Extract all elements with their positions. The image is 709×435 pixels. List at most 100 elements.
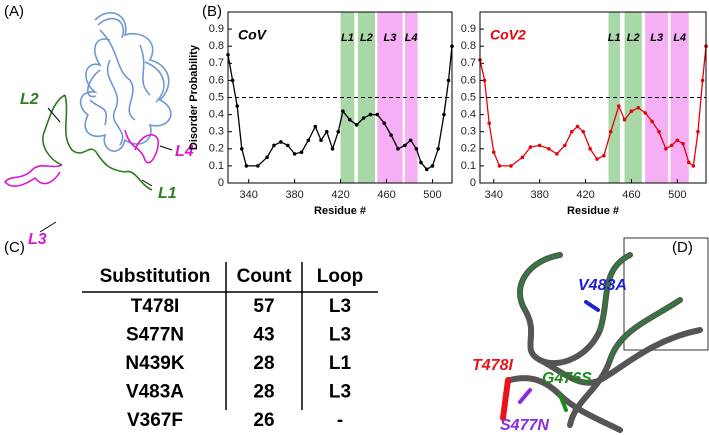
table-cell: V367F [127,410,183,431]
data-point [581,129,586,134]
region-label: L3 [384,32,397,44]
data-point [292,152,297,156]
table-cell: L3 [329,325,351,346]
loop-label: L3 [28,231,47,248]
y-tick-label: 0.9 [461,23,476,35]
protein-structure [3,11,172,191]
data-point [430,164,435,168]
table-header: Count [237,266,293,287]
data-point [664,147,668,151]
data-point [272,143,276,148]
plot-frame [227,11,453,184]
table-cell: T478I [131,296,180,317]
panel-label: (A) [4,3,24,20]
data-point [681,141,685,146]
data-point [230,78,235,83]
data-point [657,129,661,134]
data-point [520,155,525,160]
data-point [256,164,260,168]
y-tick-label: 0.1 [461,160,476,172]
data-point [414,147,419,151]
x-tick-label: 420 [576,189,594,201]
y-tick-label: 0.4 [209,109,224,121]
data-point [347,117,352,122]
panel-label: (C) [4,239,25,256]
table-cell: 26 [253,410,274,431]
data-point [403,143,407,148]
x-tick-label: 380 [530,189,548,201]
plot-frame [479,11,707,184]
data-point [691,164,696,168]
region-label: L4 [405,32,418,44]
data-point [361,116,366,120]
y-tick-label: 0.4 [461,109,476,121]
data-point [650,119,654,124]
y-tick-label: 0.3 [461,126,476,138]
data-point [408,138,413,143]
data-point [555,152,559,156]
data-point [396,147,400,151]
data-point [569,129,574,134]
data-point [636,105,641,110]
data-point [285,143,290,148]
panel-label: (D) [672,239,693,256]
y-axis-label: Disorder Probability [188,44,200,150]
y-tick-label: 0.7 [461,57,476,69]
data-point [324,129,329,134]
data-point [595,157,599,161]
y-tick-label: 0 [218,177,224,189]
table-cell: 43 [253,325,274,346]
x-tick-label: 340 [239,189,257,201]
data-point [244,164,249,168]
y-tick-label: 0.6 [461,74,476,86]
data-point [375,112,380,117]
x-axis-label: Residue # [314,205,366,217]
table-cell: 28 [253,353,274,374]
y-tick-label: 0.9 [209,23,224,35]
y-tick-label: 0.3 [209,126,224,138]
mutation-label: G476S [542,370,592,387]
data-point [235,104,239,108]
data-point [436,147,441,151]
y-tick-label: 0.2 [461,143,476,155]
data-point [487,121,491,125]
table-header: Substitution [100,266,211,287]
loop-label: L1 [158,185,177,202]
data-point [313,124,318,129]
data-point [306,138,311,143]
y-tick-label: 0.8 [461,40,476,52]
data-point [330,147,335,151]
data-point [643,111,647,115]
data-point [497,164,502,168]
x-tick-label: 460 [622,189,640,201]
data-point [482,78,487,83]
region-label: L1 [341,32,354,44]
y-tick-label: 0.2 [209,143,224,155]
table-cell: S477N [126,325,184,346]
data-point [354,123,359,127]
data-point [299,150,304,155]
x-axis-label: Residue # [567,205,619,217]
x-tick-label: 500 [423,189,441,201]
loop-region [624,12,642,183]
data-point [575,124,580,129]
data-point [279,140,283,144]
data-point [265,155,269,160]
loop-region [357,12,376,183]
y-tick-label: 0.5 [209,91,224,103]
data-point [509,164,513,168]
panel-label: (B) [202,3,222,20]
data-point [382,121,387,125]
table-cell: 28 [253,382,274,403]
x-tick-label: 460 [377,189,395,201]
data-point [622,117,627,122]
y-tick-label: 0 [470,177,476,189]
data-point [696,129,700,134]
data-point [336,129,341,134]
data-point [419,160,423,165]
data-point [700,78,705,83]
table-cell: L3 [329,382,351,403]
y-tick-label: 0.1 [209,160,224,172]
table [82,262,378,410]
